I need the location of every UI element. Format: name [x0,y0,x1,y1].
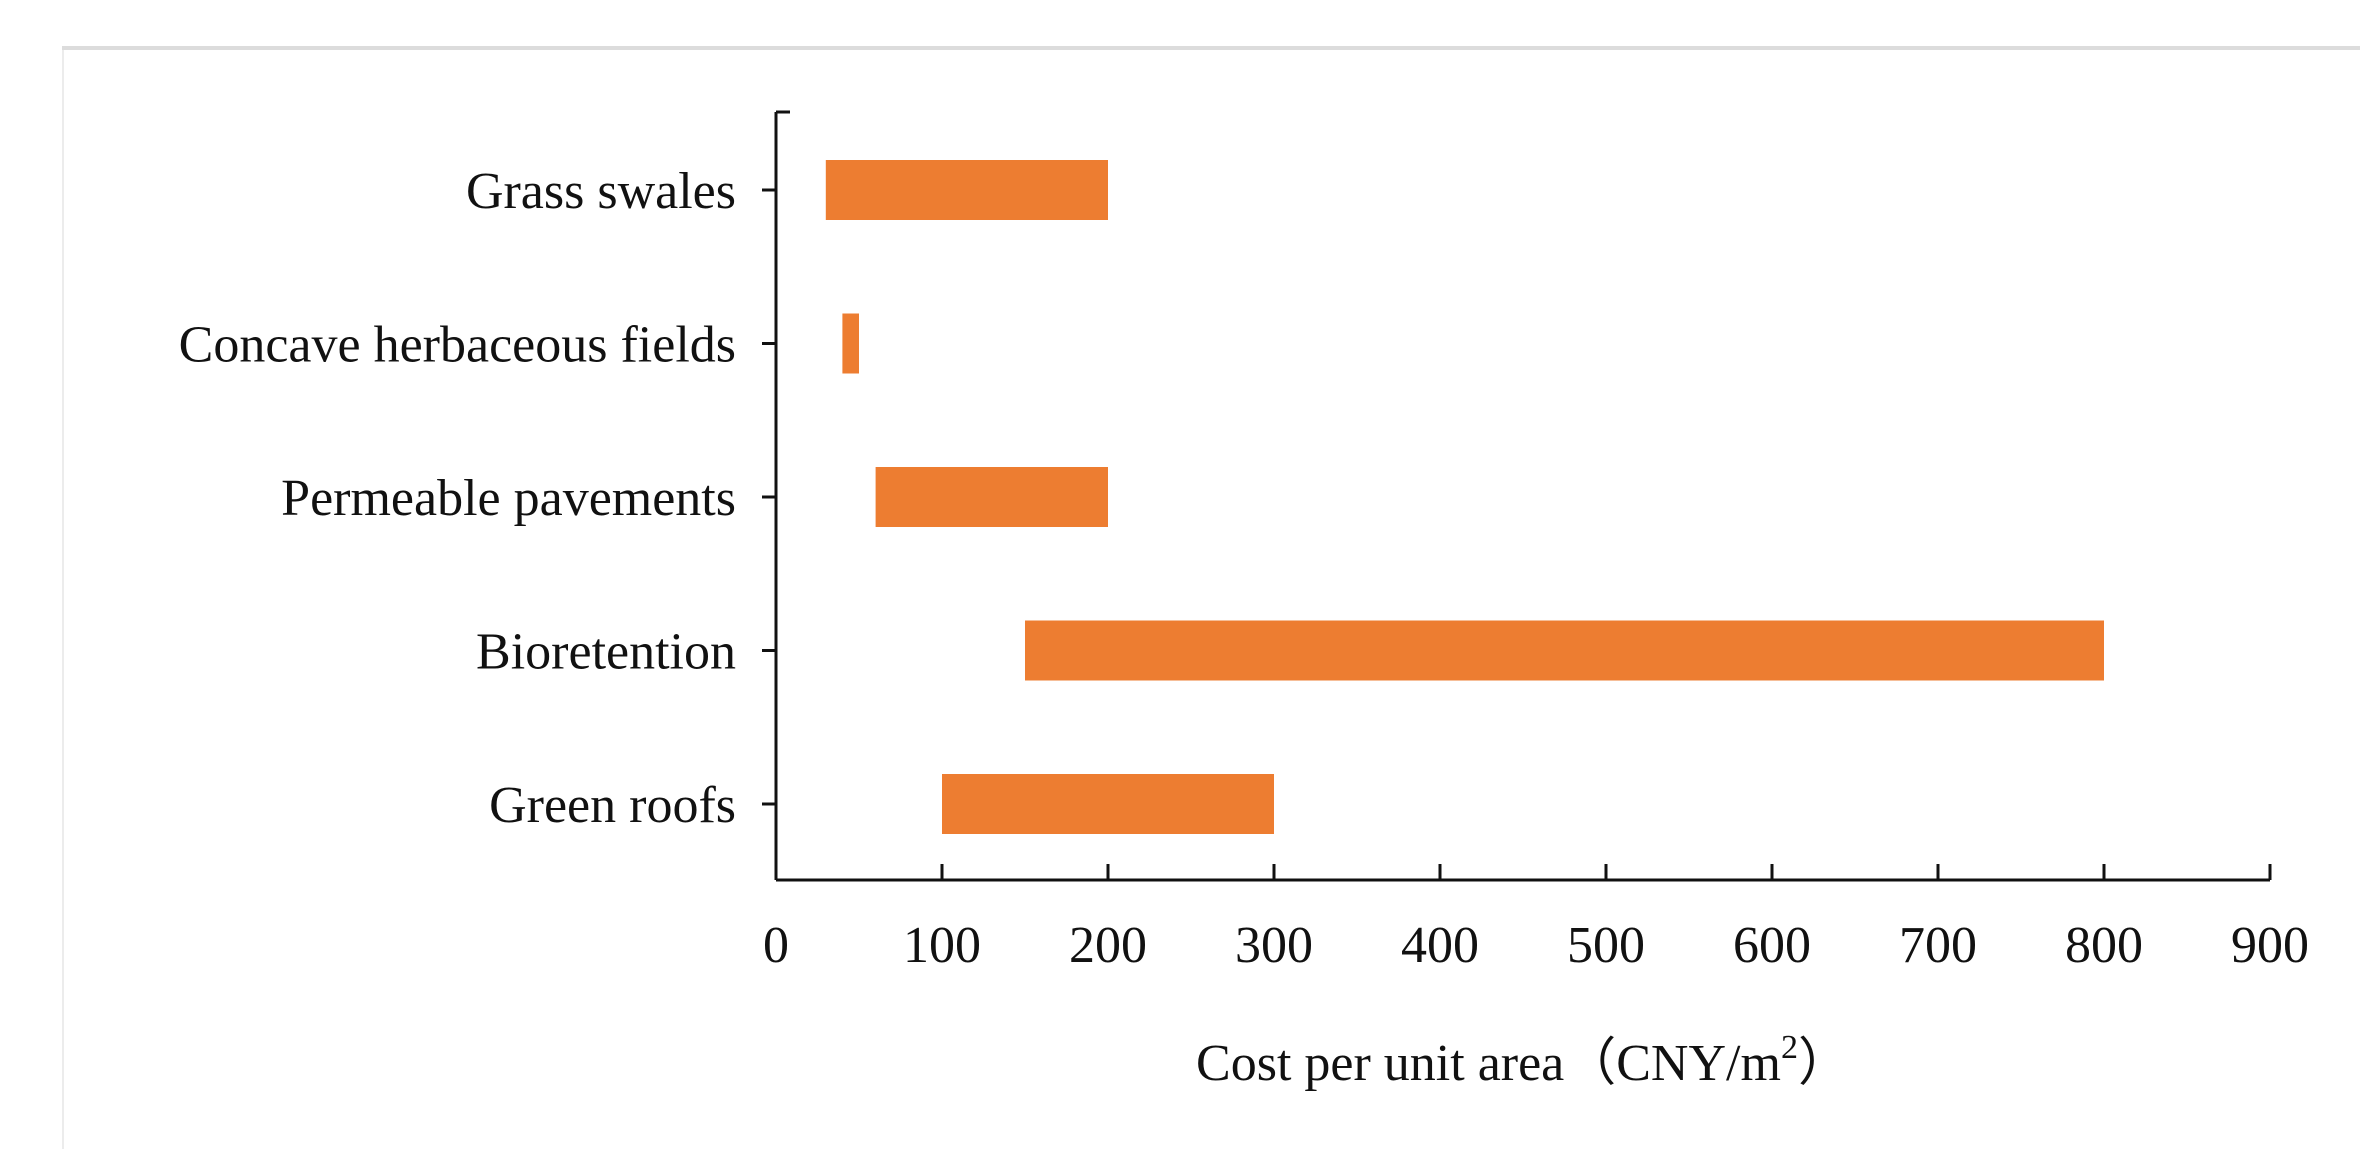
x-axis-title-main: Cost per unit area（CNY/m [1196,1035,1781,1092]
range-bar [842,314,859,374]
range-bar [826,160,1108,220]
x-axis-title-tail: ） [1798,1035,1850,1092]
range-bar-chart: 0 100 200 300 400 500 600 700 800 900 Grass swales… [0,0,2360,1149]
x-tick-label: 700 [1899,917,1977,974]
y-category-label: Concave herbaceous fields [179,317,736,374]
labels-layer: 0 100 200 300 400 500 600 700 800 900 Grass swales… [179,163,2309,974]
y-category-label: Bioretention [476,624,736,681]
y-category-label: Grass swales [466,163,736,220]
range-bar [876,467,1108,527]
x-tick-label: 0 [763,917,789,974]
x-tick-label: 400 [1401,917,1479,974]
x-tick-label: 900 [2231,917,2309,974]
range-bar [942,774,1274,834]
x-tick-label: 100 [903,917,981,974]
x-tick-label: 300 [1235,917,1313,974]
range-bar [1025,621,2104,681]
y-category-label: Green roofs [489,777,736,834]
x-tick-label: 600 [1733,917,1811,974]
x-axis-title-superscript: 2 [1781,1029,1798,1066]
x-axis-title: Cost per unit area（CNY/m2） [1196,1029,1850,1092]
x-tick-label: 200 [1069,917,1147,974]
x-tick-label: 800 [2065,917,2143,974]
x-tick-label: 500 [1567,917,1645,974]
y-category-label: Permeable pavements [281,470,736,527]
bars-layer [826,160,2104,834]
